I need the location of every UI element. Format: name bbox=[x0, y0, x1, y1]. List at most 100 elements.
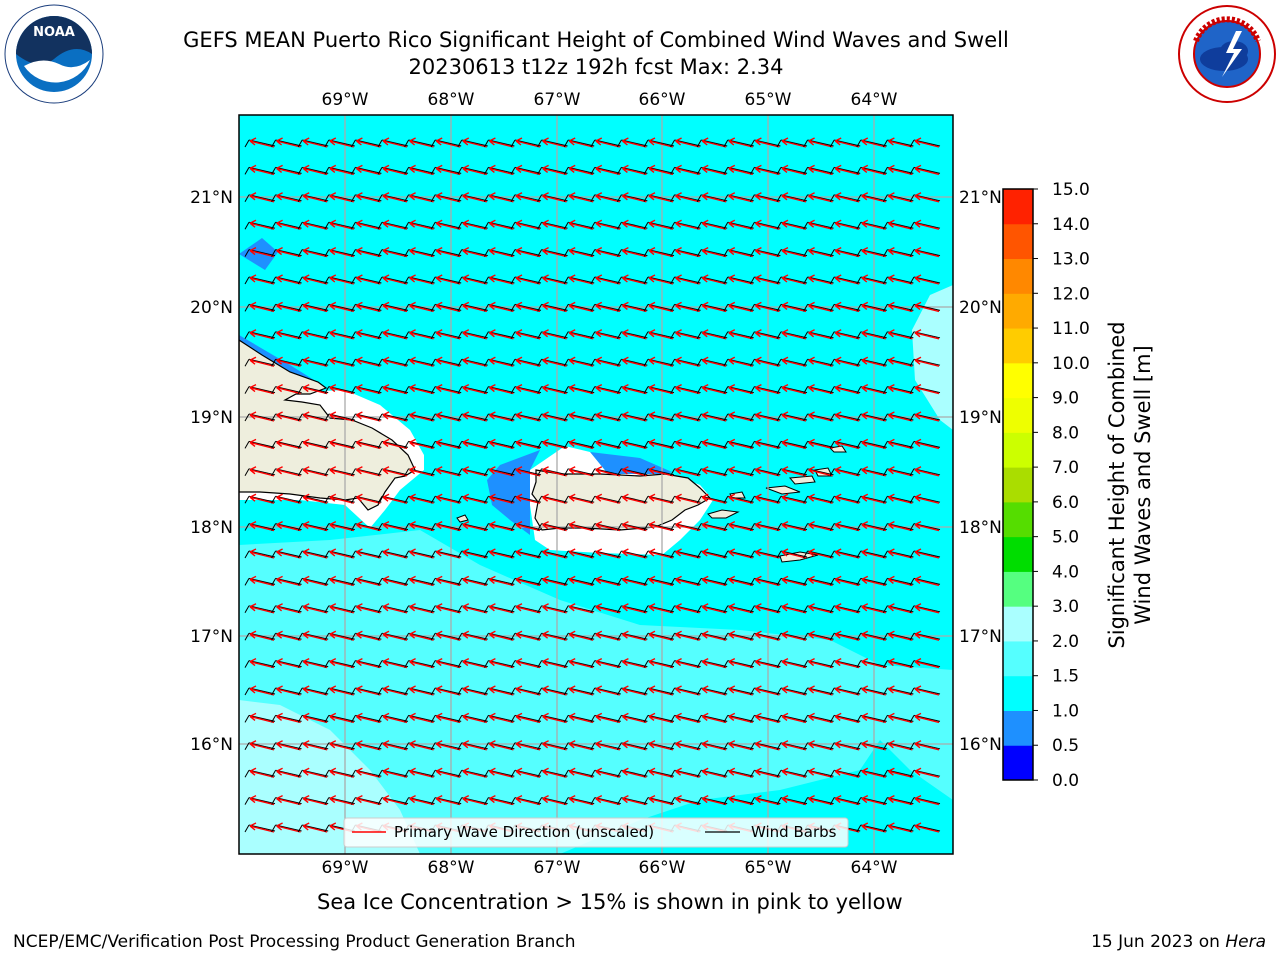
vector-pair bbox=[297, 274, 329, 285]
vector-pair bbox=[324, 767, 355, 778]
vector-pair bbox=[616, 740, 648, 751]
wind-barb bbox=[696, 386, 728, 394]
vector-pair bbox=[909, 137, 941, 148]
wind-barb bbox=[776, 605, 808, 614]
wave-direction-arrow bbox=[648, 548, 674, 559]
wave-direction-arrow bbox=[808, 548, 833, 559]
colorbar-segment bbox=[1003, 606, 1033, 642]
vector-pair bbox=[803, 329, 834, 340]
vector-pair bbox=[590, 575, 621, 587]
wave-direction-arrow bbox=[595, 630, 620, 641]
latitude-labels-right: 21°N20°N19°N18°N17°N16°N bbox=[959, 188, 1002, 755]
vector-pair bbox=[723, 438, 754, 450]
vector-pair bbox=[590, 383, 621, 395]
wind-barb bbox=[829, 468, 861, 477]
wind-barb bbox=[563, 166, 595, 175]
wind-barb bbox=[696, 577, 728, 586]
wave-direction-arrow bbox=[435, 438, 461, 450]
wind-barb bbox=[909, 632, 941, 641]
wind-barb bbox=[563, 660, 595, 668]
vector-pair bbox=[297, 603, 329, 614]
vector-pair bbox=[776, 548, 808, 559]
wave-direction-arrow bbox=[754, 493, 780, 504]
wave-direction-arrow bbox=[435, 192, 461, 203]
wind-barb bbox=[696, 139, 728, 148]
wave-direction-arrow bbox=[488, 438, 514, 450]
wave-direction-arrow bbox=[595, 164, 620, 176]
colorbar-tick-label: 14.0 bbox=[1052, 215, 1090, 235]
wave-direction-arrow bbox=[568, 630, 594, 641]
wind-barb bbox=[271, 495, 302, 504]
wind-barb bbox=[696, 331, 728, 340]
longitude-label: 69°W bbox=[322, 90, 369, 110]
vector-pair bbox=[271, 329, 302, 340]
wind-barb bbox=[590, 687, 621, 696]
wind-barb bbox=[510, 166, 542, 175]
wave-direction-arrow bbox=[435, 164, 461, 176]
wind-barb bbox=[271, 276, 302, 285]
colorbar-segment bbox=[1003, 467, 1033, 503]
wind-barb bbox=[749, 769, 781, 778]
vector-pair bbox=[776, 575, 808, 587]
wave-direction-arrow bbox=[515, 657, 541, 669]
vector-pair bbox=[404, 493, 435, 504]
wave-direction-arrow bbox=[302, 301, 328, 313]
wave-direction-arrow bbox=[382, 246, 408, 258]
wind-barb bbox=[749, 797, 781, 805]
wind-barb bbox=[510, 139, 542, 148]
vector-pair bbox=[404, 767, 435, 778]
vector-pair bbox=[856, 329, 887, 340]
wave-direction-arrow bbox=[887, 164, 913, 176]
wind-barb bbox=[563, 797, 595, 805]
wind-barb bbox=[563, 550, 595, 559]
wind-barb bbox=[350, 797, 382, 805]
wind-barb bbox=[749, 660, 781, 668]
wave-direction-arrow bbox=[595, 657, 620, 669]
wind-barb bbox=[856, 660, 887, 668]
wind-barb bbox=[271, 166, 302, 175]
wind-barb bbox=[776, 742, 808, 751]
vector-pair bbox=[510, 411, 542, 422]
vector-pair bbox=[271, 740, 302, 751]
wave-direction-arrow bbox=[808, 767, 833, 778]
wave-direction-arrow bbox=[355, 301, 381, 313]
vector-pair bbox=[882, 740, 914, 751]
wind-barb bbox=[590, 605, 621, 614]
wave-direction-arrow bbox=[621, 411, 647, 422]
wave-direction-arrow bbox=[276, 466, 301, 477]
wind-barb bbox=[723, 139, 754, 148]
vector-pair bbox=[749, 794, 781, 806]
wind-barb bbox=[430, 194, 462, 203]
vector-pair bbox=[430, 740, 462, 751]
wave-direction-arrow bbox=[675, 164, 700, 176]
vector-pair bbox=[803, 520, 834, 532]
wind-barb bbox=[670, 797, 701, 805]
wind-barb bbox=[483, 358, 515, 367]
wave-direction-arrow bbox=[595, 356, 620, 367]
wave-direction-arrow bbox=[914, 383, 940, 395]
wave-direction-arrow bbox=[621, 685, 647, 696]
wave-direction-arrow bbox=[568, 685, 594, 696]
vector-pair bbox=[803, 192, 834, 203]
wave-direction-arrow bbox=[542, 548, 567, 559]
wave-direction-arrow bbox=[701, 520, 727, 532]
vector-pair bbox=[324, 466, 355, 477]
wind-barb bbox=[803, 386, 834, 394]
wave-direction-arrow bbox=[515, 137, 541, 148]
wind-barb bbox=[244, 139, 276, 148]
wave-direction-arrow bbox=[329, 657, 354, 669]
wave-direction-arrow bbox=[568, 411, 594, 422]
wind-barb bbox=[297, 413, 329, 422]
vector-pair bbox=[909, 219, 941, 230]
wind-barb bbox=[350, 358, 382, 367]
wind-barb bbox=[377, 303, 409, 312]
wind-barb bbox=[271, 303, 302, 312]
wind-barb bbox=[643, 276, 675, 285]
longitude-label: 66°W bbox=[639, 858, 686, 878]
vector-pair bbox=[882, 246, 914, 258]
wave-direction-arrow bbox=[621, 548, 647, 559]
vector-pair bbox=[749, 740, 781, 751]
wave-direction-arrow bbox=[754, 575, 780, 587]
wind-barb bbox=[829, 303, 861, 312]
wave-direction-arrow bbox=[329, 137, 354, 148]
